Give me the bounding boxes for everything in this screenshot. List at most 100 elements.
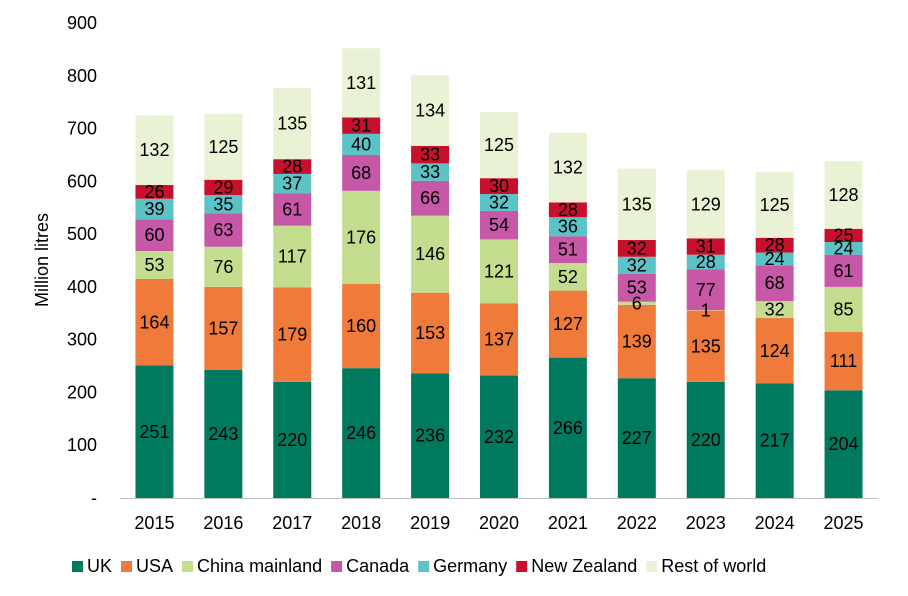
data-label: 111 [830, 351, 857, 371]
legend-label: New Zealand [531, 556, 637, 576]
data-label: 68 [351, 163, 371, 183]
bar-segment [411, 75, 450, 146]
data-label: 135 [277, 114, 307, 134]
bar-segment [273, 193, 312, 226]
bar-segment [824, 286, 863, 332]
x-tick-label: 2025 [824, 513, 864, 533]
data-label: 28 [282, 157, 302, 177]
bar-segment [411, 163, 450, 181]
data-label: 132 [139, 140, 169, 160]
data-label: 157 [208, 318, 238, 338]
bar-segment [480, 239, 518, 304]
data-label: 31 [696, 237, 716, 257]
x-tick-label: 2020 [479, 513, 519, 533]
data-label: 125 [208, 137, 238, 157]
bar-segment [204, 246, 243, 287]
bar-segment [686, 254, 725, 270]
legend-swatch [516, 561, 528, 572]
data-label: 52 [558, 267, 578, 287]
bar-segment [411, 145, 450, 164]
data-label: 124 [760, 341, 790, 361]
data-label: 160 [346, 316, 376, 336]
bar-segment [135, 219, 174, 251]
y-tick-label: 100 [67, 435, 97, 455]
legend-swatch [182, 561, 194, 572]
data-label: 135 [691, 336, 721, 356]
bar-segment [686, 269, 725, 311]
bar-segment [755, 171, 794, 238]
bar-segment [824, 390, 863, 498]
data-label: 35 [213, 194, 233, 214]
bar-segment [411, 215, 450, 293]
data-label: 217 [760, 431, 790, 451]
bar-segment [135, 365, 174, 498]
data-label: 131 [346, 73, 376, 93]
y-tick-label: 400 [67, 277, 97, 297]
data-label: 251 [139, 422, 169, 442]
bar-segment [342, 283, 381, 369]
data-label: 220 [277, 430, 307, 450]
bar-segment [548, 217, 587, 237]
data-label: 76 [213, 257, 233, 277]
data-label: 29 [213, 177, 233, 197]
data-label: 85 [834, 299, 854, 319]
bar-segment [204, 179, 243, 196]
data-label: 25 [834, 225, 854, 245]
bar-segment [342, 133, 381, 155]
data-label: 127 [553, 314, 583, 334]
data-label: 125 [484, 135, 514, 155]
bar-segment [617, 239, 656, 257]
data-label: 153 [415, 323, 445, 343]
bar-segment [686, 238, 725, 255]
bar-segment [617, 256, 656, 274]
bar-segment [686, 310, 725, 311]
bar-segment [273, 381, 312, 498]
data-label: 134 [415, 101, 445, 121]
data-label: 28 [696, 252, 716, 272]
data-label: 63 [213, 220, 233, 240]
bar-segment [548, 290, 587, 358]
bar-segment [824, 254, 863, 287]
legend-swatch [121, 561, 133, 572]
bar-segment [204, 113, 243, 180]
bar-segment [548, 202, 587, 218]
data-label: 40 [351, 134, 371, 154]
data-label: 176 [346, 227, 376, 247]
bar-segment [617, 168, 656, 240]
data-label: 204 [829, 434, 859, 454]
bar-segment [755, 252, 794, 266]
data-label: 28 [558, 200, 578, 220]
data-label: 146 [415, 244, 445, 264]
data-label: 125 [760, 195, 790, 215]
data-label: 232 [484, 427, 514, 447]
bar-segment [204, 195, 243, 214]
bar-segment [135, 185, 174, 199]
bar-segment [548, 357, 587, 498]
bar-segment [480, 210, 518, 240]
data-label: 51 [558, 240, 578, 260]
bar-segment [273, 287, 312, 382]
data-label: 33 [420, 145, 440, 165]
x-tick-label: 2018 [341, 513, 381, 533]
data-label: 227 [622, 428, 652, 448]
bar-segment [342, 117, 381, 134]
legend-label: Canada [346, 556, 410, 576]
bar-segment [617, 304, 656, 379]
data-label: 66 [420, 188, 440, 208]
bar-segment [617, 301, 656, 305]
bars: 2511645360392613224315776633529125220179… [135, 48, 863, 498]
y-tick-label: 800 [67, 66, 97, 86]
bar-segment [755, 301, 794, 319]
bar-segment [755, 318, 794, 384]
data-label: 236 [415, 426, 445, 446]
data-label: 139 [622, 332, 652, 352]
y-axis-label: Million litres [32, 213, 52, 307]
data-label: 54 [489, 215, 509, 235]
bar-segment [755, 383, 794, 498]
bar-segment [686, 381, 725, 498]
legend-label: Germany [433, 556, 507, 576]
data-label: 137 [484, 329, 514, 349]
data-label: 30 [489, 176, 509, 196]
data-label: 36 [558, 217, 578, 237]
y-tick-label: 200 [67, 382, 97, 402]
